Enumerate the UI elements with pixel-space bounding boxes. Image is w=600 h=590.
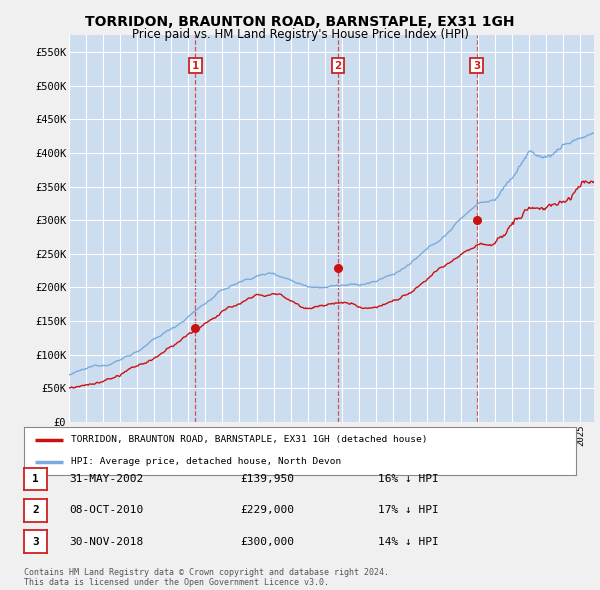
Text: £300,000: £300,000	[240, 537, 294, 546]
Text: 31-MAY-2002: 31-MAY-2002	[69, 474, 143, 484]
Text: 14% ↓ HPI: 14% ↓ HPI	[378, 537, 439, 546]
Text: 2: 2	[334, 61, 341, 71]
Text: HPI: Average price, detached house, North Devon: HPI: Average price, detached house, Nort…	[71, 457, 341, 466]
Text: TORRIDON, BRAUNTON ROAD, BARNSTAPLE, EX31 1GH (detached house): TORRIDON, BRAUNTON ROAD, BARNSTAPLE, EX3…	[71, 435, 427, 444]
Text: 2: 2	[32, 506, 39, 515]
Text: Contains HM Land Registry data © Crown copyright and database right 2024.
This d: Contains HM Land Registry data © Crown c…	[24, 568, 389, 587]
Text: 30-NOV-2018: 30-NOV-2018	[69, 537, 143, 546]
Text: Price paid vs. HM Land Registry's House Price Index (HPI): Price paid vs. HM Land Registry's House …	[131, 28, 469, 41]
Text: 3: 3	[473, 61, 481, 71]
Text: 17% ↓ HPI: 17% ↓ HPI	[378, 506, 439, 515]
Text: 1: 1	[192, 61, 199, 71]
Text: TORRIDON, BRAUNTON ROAD, BARNSTAPLE, EX31 1GH: TORRIDON, BRAUNTON ROAD, BARNSTAPLE, EX3…	[85, 15, 515, 30]
Text: £229,000: £229,000	[240, 506, 294, 515]
Text: 3: 3	[32, 537, 39, 546]
Text: 16% ↓ HPI: 16% ↓ HPI	[378, 474, 439, 484]
Text: £139,950: £139,950	[240, 474, 294, 484]
Text: 1: 1	[32, 474, 39, 484]
Text: 08-OCT-2010: 08-OCT-2010	[69, 506, 143, 515]
